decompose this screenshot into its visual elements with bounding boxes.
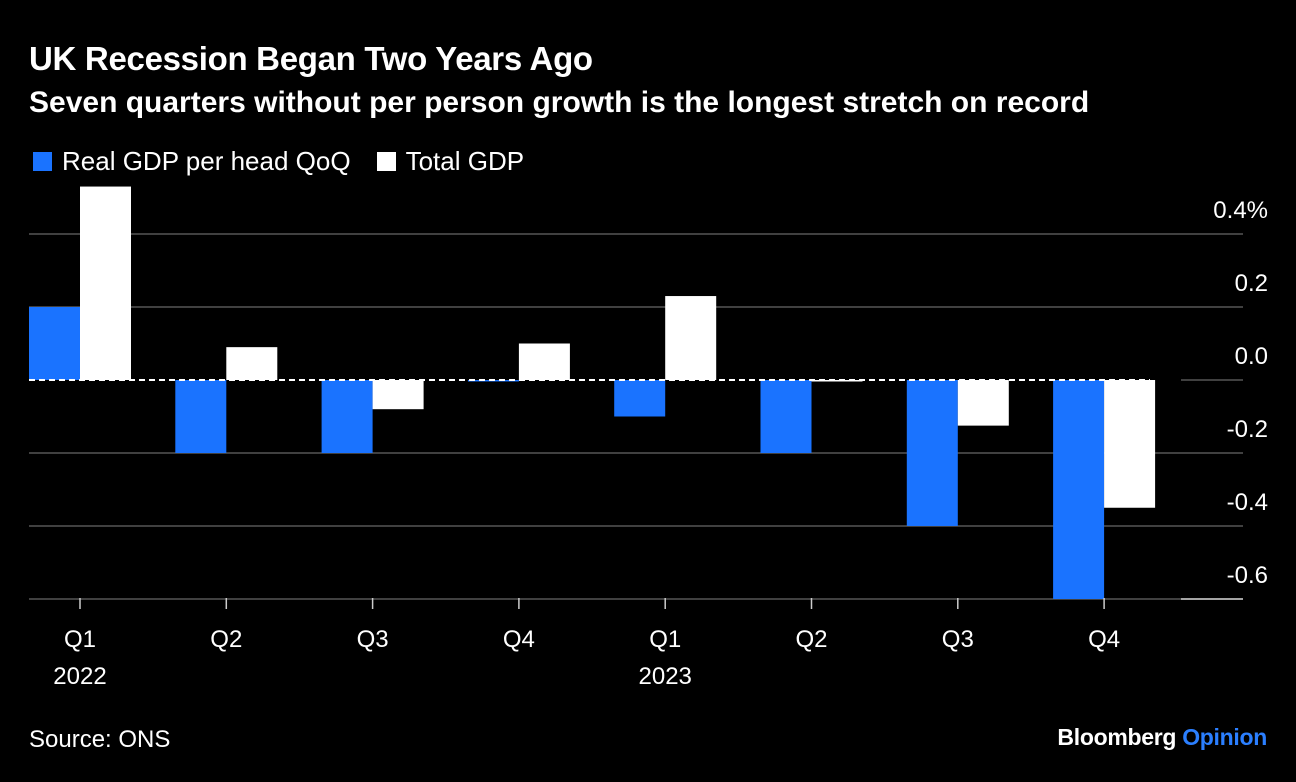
y-tick-label: 0.4% [1213, 197, 1268, 224]
y-tick-label: 0.2 [1235, 270, 1268, 297]
y-tick-label: -0.2 [1227, 416, 1268, 443]
bar-gdp-per-head [29, 307, 80, 380]
x-tick-label: Q2 [795, 626, 827, 653]
x-tick-label: Q2 [210, 626, 242, 653]
bar-total-gdp [665, 296, 717, 380]
legend-item-gdp-per-head: Real GDP per head QoQ [33, 146, 351, 177]
legend-label-gdp-per-head: Real GDP per head QoQ [62, 146, 351, 176]
brand-primary: Bloomberg [1057, 724, 1177, 750]
bar-gdp-per-head [906, 380, 958, 526]
bar-total-gdp [1104, 380, 1156, 508]
legend: Real GDP per head QoQ Total GDP [33, 146, 550, 177]
bar-gdp-per-head [614, 380, 666, 417]
legend-item-total-gdp: Total GDP [376, 146, 525, 177]
y-tick-label: -0.4 [1227, 489, 1268, 516]
chart-subtitle: Seven quarters without per person growth… [29, 86, 1090, 119]
bar-total-gdp [226, 347, 278, 380]
legend-swatch-blue [33, 152, 52, 171]
x-tick-label: Q3 [357, 626, 389, 653]
x-tick-label: Q1 [649, 626, 681, 653]
bar-gdp-per-head [321, 380, 373, 453]
bar-gdp-per-head [175, 380, 227, 453]
bar-gdp-per-head [1053, 380, 1105, 599]
x-tick-label: Q4 [503, 626, 535, 653]
x-year-label: 2022 [53, 663, 106, 690]
chart-title: UK Recession Began Two Years Ago [29, 40, 593, 77]
bar-total-gdp [957, 380, 1009, 426]
y-tick-label: -0.6 [1227, 562, 1268, 589]
bar-total-gdp [372, 380, 424, 410]
y-tick-label: 0.0 [1235, 343, 1268, 370]
bar-total-gdp [518, 343, 570, 380]
x-tick-label: Q3 [942, 626, 974, 653]
brand-secondary: Opinion [1182, 724, 1267, 750]
bar-total-gdp [811, 380, 863, 382]
brand-logo: Bloomberg Opinion [1057, 724, 1267, 751]
x-tick-label: Q4 [1088, 626, 1120, 653]
legend-swatch-white [376, 152, 396, 171]
bar-total-gdp [80, 186, 131, 380]
legend-label-total-gdp: Total GDP [405, 146, 525, 176]
x-tick-label: Q1 [64, 626, 96, 653]
bar-gdp-per-head [760, 380, 812, 453]
source-note: Source: ONS [29, 726, 171, 753]
x-year-label: 2023 [639, 663, 692, 690]
